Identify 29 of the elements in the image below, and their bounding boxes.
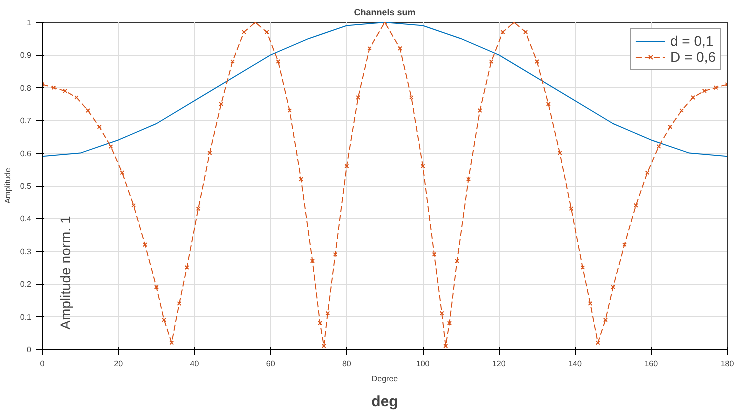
- x-tick-label: 20: [114, 360, 124, 368]
- annotation: Amplitude norm. 1: [58, 216, 74, 330]
- x-tick-label: 60: [266, 360, 276, 368]
- x-tick-label: 180: [720, 360, 735, 368]
- legend-label: D = 0,6: [670, 49, 716, 65]
- x-axis-title: Degree: [372, 374, 399, 384]
- x-tick-label: 140: [568, 360, 582, 368]
- x-tick-label: 160: [644, 360, 659, 368]
- y-tick-label: 0: [27, 346, 32, 354]
- x-tick-label: 100: [416, 360, 430, 368]
- x-tick-label: 80: [342, 360, 352, 368]
- x-tick-label: 120: [492, 360, 506, 368]
- y-tick-label: 0.8: [20, 84, 32, 93]
- y-tick-label: 0.4: [20, 214, 32, 224]
- y-tick-label: 0.9: [20, 51, 32, 60]
- y-tick-label: 0.7: [20, 116, 32, 126]
- y-tick-label: 0.6: [20, 149, 32, 158]
- chart-title: Channels sum: [354, 8, 416, 18]
- y-axis-title: Amplitude: [3, 168, 12, 204]
- x-tick-label: 0: [40, 360, 46, 368]
- y-tick-label: 0.3: [20, 247, 32, 256]
- y-tick-label: 0.1: [20, 312, 32, 322]
- y-tick-label: 0.5: [20, 182, 32, 191]
- legend-label: d = 0,1: [670, 33, 714, 49]
- x-tick-label: 40: [190, 360, 200, 368]
- text: deg: [372, 394, 398, 410]
- y-tick-label: 1: [27, 18, 32, 28]
- y-tick-label: 0.2: [20, 280, 32, 290]
- line-series: [42, 22, 728, 158]
